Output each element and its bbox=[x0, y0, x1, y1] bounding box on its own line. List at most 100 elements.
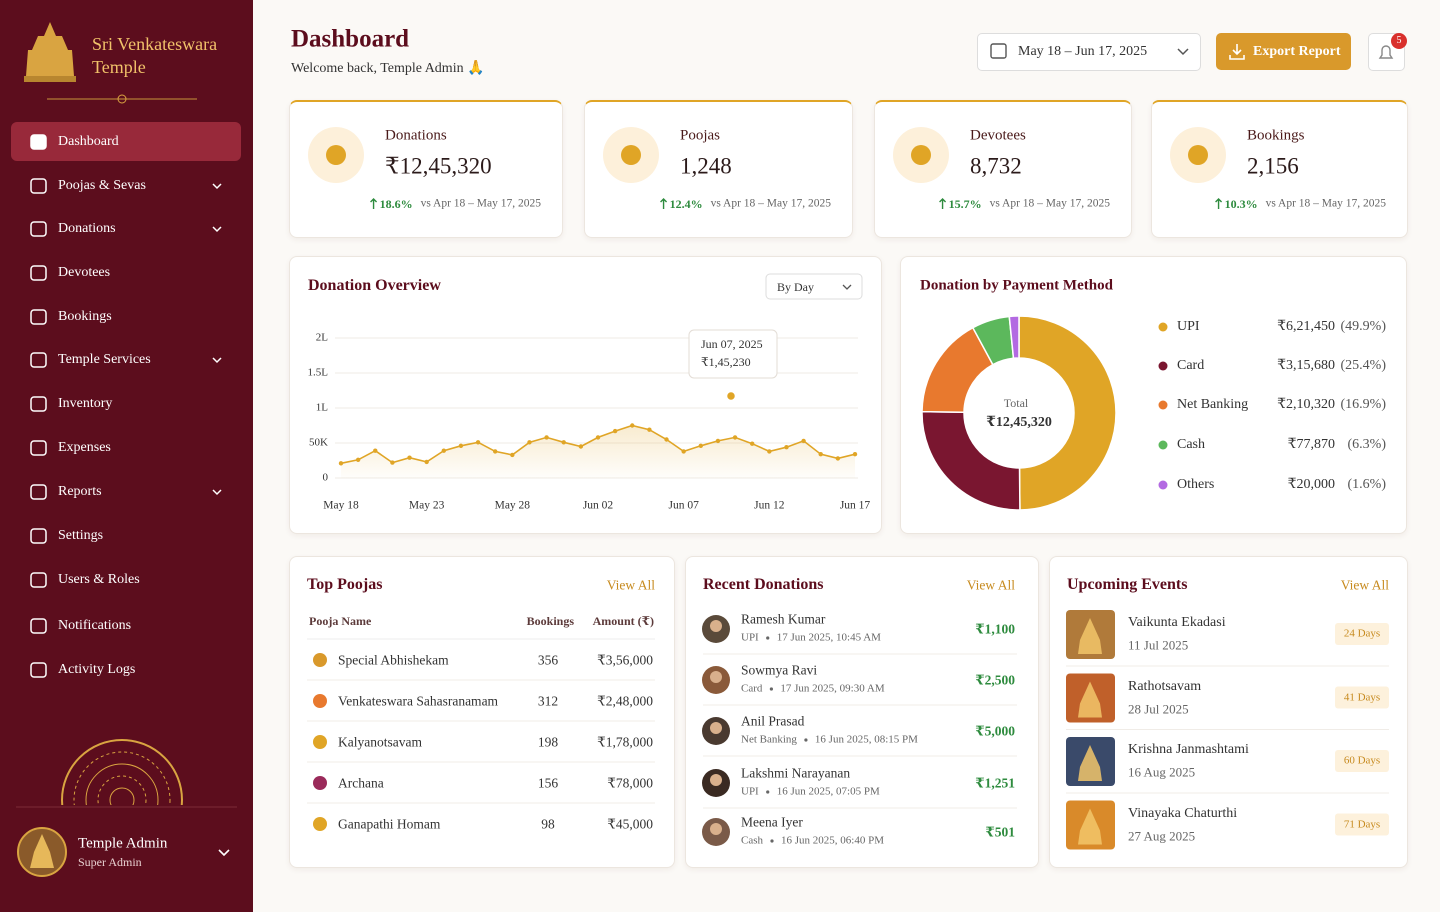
legend-share: (49.9%) bbox=[1340, 319, 1387, 334]
nav-item[interactable]: Poojas & Sevas bbox=[58, 178, 146, 193]
pooja-icon bbox=[313, 817, 327, 831]
donor-method: Cash bbox=[741, 834, 763, 847]
sep-dot bbox=[804, 738, 808, 742]
x-tick-label: May 28 bbox=[494, 499, 531, 512]
nav-item[interactable]: Settings bbox=[58, 528, 104, 543]
event-name: Krishna Janmashtami bbox=[1128, 742, 1249, 757]
y-tick-label: 2L bbox=[315, 331, 328, 344]
point bbox=[544, 435, 549, 440]
user-role: Super Admin bbox=[78, 855, 142, 869]
export-label[interactable]: Export Report bbox=[1253, 44, 1341, 59]
x-tick-label: May 18 bbox=[323, 499, 359, 512]
brand-line1: Sri Venkateswara bbox=[92, 34, 218, 54]
area bbox=[341, 425, 855, 478]
point bbox=[441, 448, 446, 453]
stat-arrow bbox=[660, 198, 668, 209]
nav-icon bbox=[30, 221, 47, 237]
date-range[interactable]: May 18 – Jun 17, 2025 bbox=[1018, 44, 1148, 59]
pooja-amount: ₹45,000 bbox=[607, 816, 653, 832]
view-all[interactable]: View All bbox=[966, 577, 1015, 593]
donor-method: Card bbox=[741, 682, 763, 695]
nav-item[interactable]: Devotees bbox=[58, 265, 111, 280]
legend-share: (1.6%) bbox=[1347, 477, 1387, 492]
point bbox=[801, 438, 806, 444]
pooja-bookings: 198 bbox=[537, 734, 559, 750]
nav-item[interactable]: Inventory bbox=[58, 396, 113, 411]
nav-icon bbox=[30, 572, 47, 588]
stat-icon bbox=[621, 145, 641, 165]
pooja-name: Special Abhishekam bbox=[338, 652, 449, 668]
export-icon bbox=[1229, 44, 1245, 60]
stat-change: 15.7% bbox=[948, 197, 982, 211]
point bbox=[510, 452, 515, 458]
user-name: Temple Admin bbox=[78, 835, 168, 852]
donor-amount: ₹1,100 bbox=[975, 621, 1015, 637]
legend-dot bbox=[1158, 322, 1168, 332]
donut-slice bbox=[1018, 315, 1117, 511]
point bbox=[767, 449, 772, 454]
donor-face bbox=[710, 774, 722, 786]
nav-icon bbox=[30, 309, 47, 325]
stat-label: Bookings bbox=[1247, 127, 1305, 144]
point bbox=[578, 444, 584, 449]
nav-item[interactable]: Notifications bbox=[58, 618, 132, 633]
days-badge bbox=[1335, 686, 1389, 709]
view-all[interactable]: View All bbox=[606, 577, 655, 593]
sep-dot bbox=[766, 790, 770, 794]
top-poojas-card bbox=[289, 556, 675, 868]
legend-name: Net Banking bbox=[1177, 397, 1249, 412]
point bbox=[630, 423, 635, 428]
stat-change: 10.3% bbox=[1224, 197, 1258, 211]
point bbox=[373, 448, 378, 453]
stat-compare: vs Apr 18 – May 17, 2025 bbox=[710, 197, 831, 210]
pooja-icon bbox=[313, 776, 327, 790]
nav-item[interactable]: Donations bbox=[58, 221, 116, 236]
nav-item[interactable]: Bookings bbox=[58, 309, 112, 324]
brand-ornament bbox=[117, 94, 127, 104]
event-image-art bbox=[1078, 745, 1102, 781]
notification-count: 5 bbox=[1396, 35, 1402, 46]
event-image-art bbox=[1078, 681, 1102, 718]
nav-icon bbox=[30, 352, 47, 368]
legend-amount: ₹3,15,680 bbox=[1277, 358, 1335, 373]
donor-method: UPI bbox=[741, 785, 759, 798]
overview-filter[interactable]: By Day bbox=[777, 280, 814, 294]
column-header: Pooja Name bbox=[309, 614, 372, 628]
pooja-amount: ₹2,48,000 bbox=[597, 693, 653, 709]
point bbox=[475, 440, 481, 445]
days-badge bbox=[1335, 813, 1389, 836]
stat-value: ₹12,45,320 bbox=[385, 153, 492, 179]
point bbox=[818, 452, 823, 457]
pooja-name: Kalyanotsavam bbox=[338, 734, 422, 750]
legend-name: UPI bbox=[1177, 319, 1200, 334]
view-all[interactable]: View All bbox=[1340, 577, 1389, 593]
point bbox=[681, 449, 686, 454]
nav-item[interactable]: Temple Services bbox=[58, 352, 151, 367]
y-tick-label: 50K bbox=[309, 436, 328, 449]
welcome: Welcome back, Temple Admin 🙏 bbox=[291, 61, 485, 76]
nav-item[interactable]: Reports bbox=[58, 484, 102, 499]
nav-item[interactable]: Activity Logs bbox=[58, 662, 136, 677]
legend-amount: ₹20,000 bbox=[1287, 477, 1335, 492]
highlight-point bbox=[725, 390, 737, 402]
point bbox=[407, 455, 412, 460]
date-picker[interactable] bbox=[977, 33, 1201, 71]
column-header: Bookings bbox=[526, 614, 574, 628]
stat-compare: vs Apr 18 – May 17, 2025 bbox=[1265, 197, 1386, 210]
nav-active-bg bbox=[11, 122, 241, 161]
donor-method: Net Banking bbox=[741, 733, 797, 746]
donor-name: Lakshmi Narayanan bbox=[741, 765, 851, 781]
donor-face bbox=[710, 722, 722, 734]
event-image-art bbox=[1078, 618, 1102, 654]
point bbox=[612, 428, 618, 434]
pooja-bookings: 156 bbox=[537, 775, 559, 791]
donor-time: 17 Jun 2025, 09:30 AM bbox=[780, 682, 885, 695]
nav-item[interactable]: Expenses bbox=[58, 440, 111, 455]
nav-item[interactable]: Users & Roles bbox=[58, 572, 140, 587]
nav-item[interactable]: Dashboard bbox=[58, 134, 119, 149]
sep-dot bbox=[766, 636, 770, 640]
x-tick-label: Jun 17 bbox=[839, 499, 871, 512]
point bbox=[647, 427, 652, 432]
card-title: Upcoming Events bbox=[1067, 576, 1188, 593]
